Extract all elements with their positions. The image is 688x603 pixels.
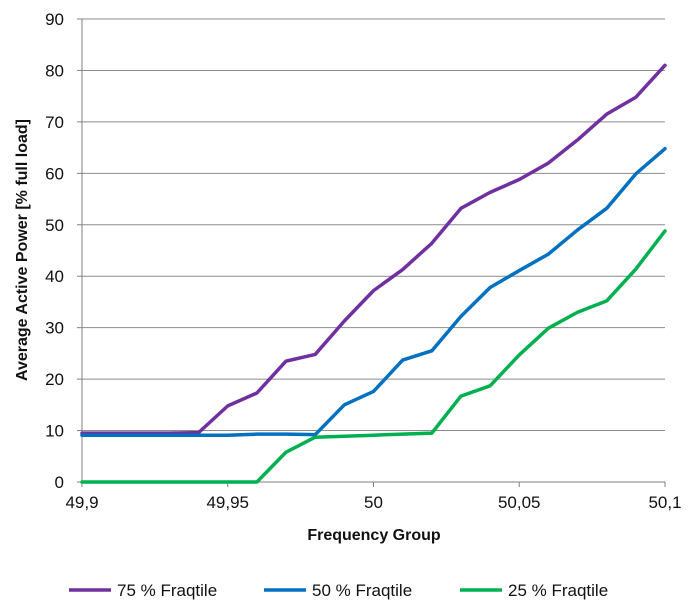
x-tick-label: 49,95 (206, 493, 249, 512)
legend: 75 % Fraqtile 50 % Fraqtile 25 % Fraqtile (69, 581, 608, 600)
y-tick-label: 30 (45, 319, 64, 338)
x-tick-label: 49,9 (65, 493, 98, 512)
x-axis-title: Frequency Group (307, 527, 441, 544)
y-tick-labels: 0 10 20 30 40 50 60 70 80 90 (45, 10, 64, 492)
y-axis-title: Average Active Power [% full load] (14, 119, 31, 381)
y-tick-label: 80 (45, 61, 64, 80)
legend-label: 25 % Fraqtile (508, 581, 608, 600)
y-tick-label: 0 (55, 473, 64, 492)
y-tick-label: 20 (45, 370, 64, 389)
series-line (80, 229, 667, 484)
legend-item: 50 % Fraqtile (264, 581, 412, 600)
y-tick-label: 60 (45, 164, 64, 183)
y-tick-label: 70 (45, 113, 64, 132)
x-tick-label: 50,1 (648, 493, 681, 512)
x-tick-labels: 49,9 49,95 50 50,05 50,1 (65, 493, 681, 512)
axes (77, 18, 666, 487)
legend-item: 25 % Fraqtile (460, 581, 608, 600)
y-tick-label: 40 (45, 267, 64, 286)
legend-label: 50 % Fraqtile (312, 581, 412, 600)
legend-label: 75 % Fraqtile (117, 581, 217, 600)
x-tick-label: 50 (364, 493, 383, 512)
x-tick-label: 50,05 (498, 493, 541, 512)
series-line (80, 146, 667, 437)
legend-item: 75 % Fraqtile (69, 581, 217, 600)
y-tick-label: 90 (45, 10, 64, 29)
series-line (80, 63, 667, 435)
series-lines (80, 63, 667, 484)
gridlines (82, 18, 665, 432)
y-tick-label: 10 (45, 422, 64, 441)
y-tick-label: 50 (45, 216, 64, 235)
